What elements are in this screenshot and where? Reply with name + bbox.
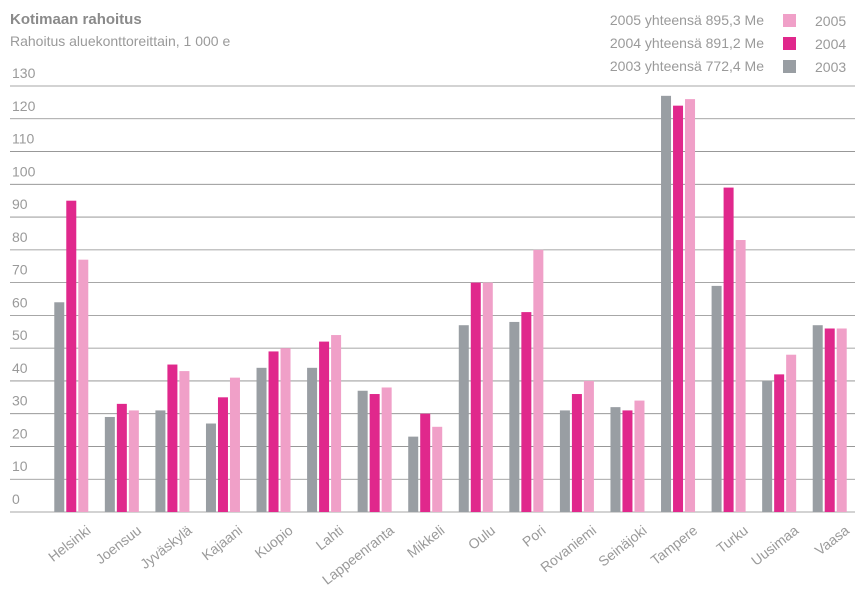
chart-subtitle: Rahoitus aluekonttoreittain, 1 000 e [10, 33, 230, 49]
legend-swatch [783, 60, 796, 73]
bar [104, 416, 115, 512]
x-tick-label: Seinäjoki [595, 522, 650, 570]
bar [408, 436, 419, 512]
y-tick-label: 20 [12, 425, 28, 441]
bar [179, 371, 190, 512]
bar [458, 325, 469, 512]
bar [470, 282, 481, 512]
bar [78, 259, 89, 512]
bar [509, 321, 520, 512]
legend-label: 2004 [815, 36, 846, 52]
bar [559, 410, 570, 512]
bar [369, 394, 380, 512]
x-tick-label: Tampere [648, 522, 701, 568]
x-tick-label: Kajaani [199, 522, 246, 563]
bar [155, 410, 166, 512]
y-tick-label: 30 [12, 393, 28, 409]
bar [432, 426, 443, 512]
legend-total: 2005 yhteensä 895,3 Me [610, 12, 764, 28]
bar [685, 99, 696, 512]
legend-swatch [783, 37, 796, 50]
x-tick-label: Vaasa [812, 522, 852, 559]
x-tick-label: Pori [519, 522, 548, 550]
bar [521, 312, 532, 512]
legend-label: 2003 [815, 59, 846, 75]
legend-total: 2004 yhteensä 891,2 Me [610, 35, 764, 51]
bar [217, 397, 228, 512]
legend-total: 2003 yhteensä 772,4 Me [610, 58, 764, 74]
bar [610, 407, 621, 512]
y-tick-label: 40 [12, 360, 28, 376]
x-tick-label: Kuopio [252, 522, 296, 562]
legend-label: 2005 [815, 13, 846, 29]
bar [381, 387, 392, 512]
x-tick-label: Helsinki [45, 522, 93, 565]
x-tick-label: Rovaniemi [537, 522, 599, 575]
bar [256, 367, 267, 512]
x-tick-label: Jyväskylä [137, 522, 195, 572]
bar [357, 390, 368, 512]
bar [229, 377, 240, 512]
y-tick-label: 50 [12, 327, 28, 343]
bar [307, 367, 318, 512]
bar [280, 348, 291, 512]
y-tick-label: 70 [12, 262, 28, 278]
bar [735, 240, 746, 512]
bar [723, 187, 734, 513]
bar [571, 394, 582, 512]
bar [824, 328, 835, 512]
bar [420, 413, 431, 512]
bar [634, 400, 645, 512]
legend-swatch [783, 14, 796, 27]
bar [116, 403, 127, 512]
bar [622, 410, 633, 512]
bar [774, 374, 785, 512]
y-tick-label: 90 [12, 196, 28, 212]
bar [167, 364, 178, 512]
y-tick-label: 10 [12, 458, 28, 474]
bar [836, 328, 847, 512]
x-tick-label: Lahti [313, 522, 347, 553]
bar [673, 105, 684, 513]
bar [812, 325, 823, 512]
bar [533, 249, 544, 512]
bar [762, 380, 773, 512]
x-tick-label: Uusimaa [748, 522, 802, 569]
bar [482, 282, 493, 512]
bar [583, 380, 594, 512]
bar [128, 410, 139, 512]
bar [268, 351, 279, 512]
bar [205, 423, 216, 512]
y-tick-label: 100 [12, 163, 36, 179]
y-tick-label: 80 [12, 229, 28, 245]
y-tick-label: 120 [12, 98, 36, 114]
y-tick-label: 0 [12, 491, 20, 507]
bar [331, 335, 342, 512]
x-tick-label: Turku [713, 522, 751, 556]
bar [661, 95, 672, 512]
bar [54, 302, 65, 512]
x-tick-label: Joensuu [93, 522, 145, 567]
chart-title: Kotimaan rahoitus [10, 11, 142, 28]
bar [786, 354, 797, 512]
y-tick-label: 110 [12, 131, 35, 147]
x-tick-label: Oulu [465, 522, 498, 553]
bar [66, 200, 77, 512]
bar [319, 341, 330, 512]
y-tick-label: 130 [12, 65, 36, 81]
bar [711, 285, 722, 512]
x-tick-label: Mikkeli [404, 522, 448, 561]
y-tick-label: 60 [12, 294, 28, 310]
